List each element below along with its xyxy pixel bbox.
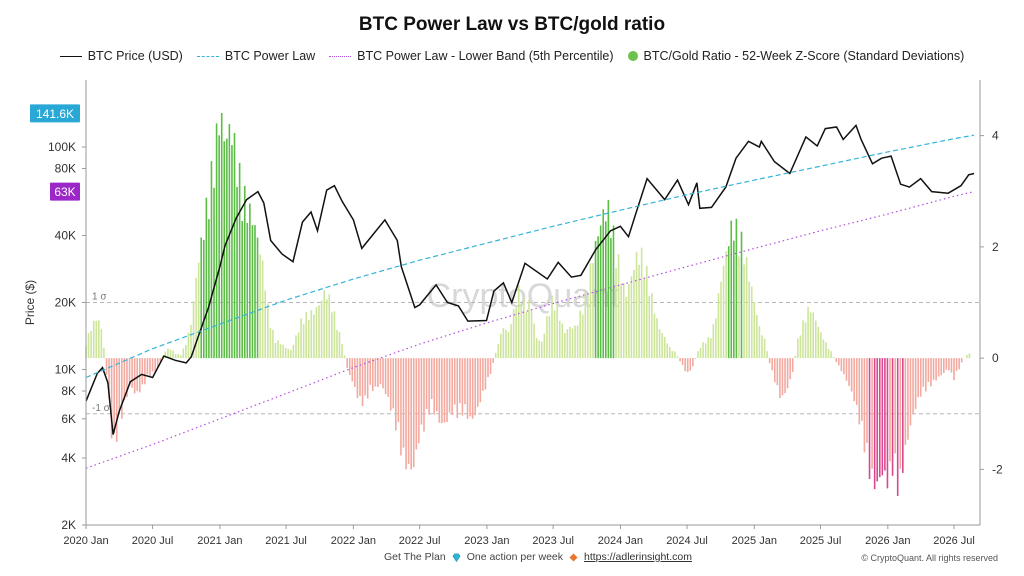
x-tick-label: 2024 Jan xyxy=(598,535,643,547)
y-right-tick-label: 4 xyxy=(992,129,999,143)
y-left-tick-label: 4K xyxy=(61,451,76,465)
footer-copyright: © CryptoQuant. All rights reserved xyxy=(861,553,998,563)
price-badges: 141.6K 63K xyxy=(30,104,80,201)
sigma-label: 1 σ xyxy=(92,292,107,303)
zscore-bars xyxy=(85,112,971,496)
footer-tagline: One action per week xyxy=(466,551,563,563)
x-tick-label: 2021 Jan xyxy=(197,535,242,547)
footer-plan: Get The Plan xyxy=(384,551,446,563)
x-tick-label: 2026 Jul xyxy=(933,535,975,547)
legend-item-3[interactable]: BTC/Gold Ratio - 52-Week Z-Score (Standa… xyxy=(627,49,965,63)
orange-diamond-icon xyxy=(569,552,578,562)
footer-link[interactable]: https://adlerinsight.com xyxy=(584,551,692,563)
x-tick-label: 2020 Jan xyxy=(63,535,108,547)
y-left-tick-label: 10K xyxy=(55,362,76,376)
legend-swatch xyxy=(59,55,82,57)
y-right-tick-label: -2 xyxy=(992,462,1003,476)
legend: BTC Price (USD) BTC Power Law BTC Power La… xyxy=(0,49,1024,63)
series-line-btc-price-usd xyxy=(85,123,975,435)
chart-title: BTC Power Law vs BTC/gold ratio xyxy=(358,14,666,35)
x-tick-label: 2026 Jan xyxy=(865,535,910,547)
x-tick-label: 2024 Jul xyxy=(666,535,708,547)
y-left-tick-label: 100K xyxy=(48,140,76,154)
y-axis-label: Price ($) xyxy=(23,280,37,325)
price-badge-label: 63K xyxy=(54,185,75,199)
y-left-tick-label: 20K xyxy=(55,296,76,310)
x-tick-label: 2023 Jul xyxy=(532,535,574,547)
diamond-icon xyxy=(452,553,461,562)
legend-swatch xyxy=(196,55,219,57)
y-left-tick-label: 6K xyxy=(61,412,76,426)
legend-label: BTC Price (USD) xyxy=(87,49,183,63)
y-right-tick-label: 0 xyxy=(992,351,999,365)
price-badge xyxy=(30,104,80,123)
legend-label: BTC/Gold Ratio - 52-Week Z-Score (Standa… xyxy=(643,49,965,63)
sigma-label: -1 σ xyxy=(92,403,111,414)
x-tick-label: 2025 Jan xyxy=(732,535,777,547)
x-tick-label: 2022 Jul xyxy=(399,535,441,547)
price-lines xyxy=(85,123,975,469)
y-left-tick-label: 8K xyxy=(61,384,76,398)
y-right-tick-label: 2 xyxy=(992,240,999,254)
axes: 2K 4K 6K 8K 10K 20K 40K 80K 100K -2 0 2 4 Price ($) 20… xyxy=(23,80,1003,547)
footer: Get The Plan One action per week https:/… xyxy=(0,551,1024,567)
x-tick-label: 2023 Jan xyxy=(464,535,509,547)
legend-item-0[interactable]: BTC Price (USD) xyxy=(59,49,183,63)
x-tick-label: 2025 Jul xyxy=(800,535,842,547)
legend-item-1[interactable]: BTC Power Law xyxy=(196,49,316,63)
x-tick-label: 2022 Jan xyxy=(331,535,376,547)
y-left-tick-label: 2K xyxy=(61,518,76,532)
y-left-tick-label: 80K xyxy=(55,162,76,176)
x-tick-label: 2021 Jul xyxy=(265,535,307,547)
price-badge-label: 141.6K xyxy=(36,107,74,121)
y-left-tick-label: 40K xyxy=(55,229,76,243)
legend-item-2[interactable]: BTC Power Law - Lower Band (5th Percenti… xyxy=(329,49,614,63)
series-line-btc-power-law xyxy=(85,134,975,379)
legend-label: BTC Power Law xyxy=(224,49,316,63)
legend-swatch xyxy=(627,51,638,61)
price-badge xyxy=(50,182,80,201)
legend-label: BTC Power Law - Lower Band (5th Percenti… xyxy=(357,49,614,63)
series-line-btc-power-law-lower-band-5th-percentile xyxy=(85,191,975,469)
legend-swatch xyxy=(329,55,352,57)
x-tick-label: 2020 Jul xyxy=(132,535,174,547)
